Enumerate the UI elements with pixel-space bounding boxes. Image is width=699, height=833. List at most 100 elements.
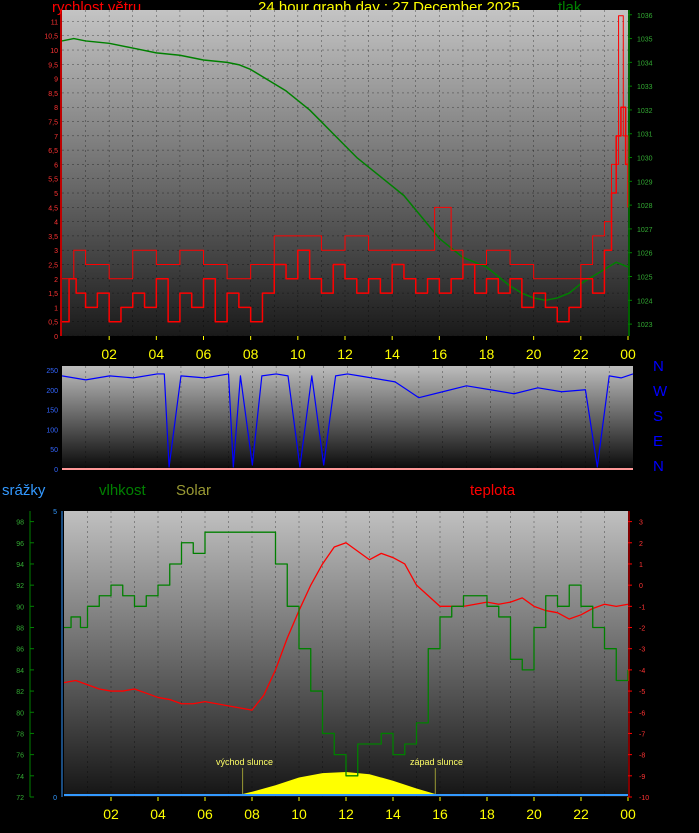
pressure-tick-label: 1026 <box>637 251 653 258</box>
wind-speed-series-line <box>62 106 629 323</box>
temperature-title: teplota <box>470 482 516 499</box>
temperature-tick-label: -4 <box>639 668 645 675</box>
wind-speed-tick-label: 0,5 <box>48 320 58 327</box>
wind-speed-tick-label: 8,5 <box>48 91 58 98</box>
rain-tick-label: 5 <box>53 509 57 516</box>
low-hour-tick-label: 20 <box>526 806 542 822</box>
humidity-tick-label: 72 <box>16 795 24 802</box>
wind-speed-tick-label: 9 <box>54 77 58 84</box>
wind-direction-tick-label: 250 <box>46 368 58 375</box>
wind-hour-tick-label: 00 <box>620 346 636 362</box>
wind-speed-tick-label: 1 <box>54 305 58 312</box>
pressure-tick-label: 1025 <box>637 275 653 282</box>
wind-speed-tick-label: 5,5 <box>48 177 58 184</box>
compass-south-label: S <box>653 408 664 425</box>
wind-pressure-plot-area <box>62 10 628 336</box>
solar-title: Solar <box>176 482 212 499</box>
humidity-tick-label: 84 <box>16 668 24 675</box>
wind-direction-series-line <box>61 373 634 468</box>
temperature-series-line <box>63 542 629 711</box>
humidity-tick-label: 86 <box>16 647 24 654</box>
temperature-tick-label: -9 <box>639 774 645 781</box>
temperature-tick-label: -2 <box>639 626 645 633</box>
low-hour-tick-label: 10 <box>291 806 307 822</box>
pressure-tick-label: 1027 <box>637 227 653 234</box>
wind-speed-tick-label: 2 <box>54 277 58 284</box>
pressure-tick-label: 1024 <box>637 298 653 305</box>
wind-speed-tick-label: 6 <box>54 162 58 169</box>
compass-east-label: E <box>653 433 664 450</box>
wind-hour-tick-label: 08 <box>243 346 259 362</box>
wind-direction-tick-label: 150 <box>46 408 58 415</box>
wind-hour-tick-label: 14 <box>384 346 400 362</box>
wind-direction-tick-label: 200 <box>46 388 58 395</box>
wind-speed-tick-label: 2,5 <box>48 263 58 270</box>
humidity-tick-label: 88 <box>16 626 24 633</box>
rain-title: srážky <box>2 482 46 499</box>
low-hour-tick-label: 04 <box>150 806 166 822</box>
pressure-tick-label: 1034 <box>637 60 653 67</box>
humidity-tick-label: 96 <box>16 541 24 548</box>
humidity-tick-label: 94 <box>16 562 24 569</box>
low-hour-tick-label: 14 <box>385 806 401 822</box>
temperature-tick-label: 2 <box>639 541 643 548</box>
humidity-tick-label: 74 <box>16 774 24 781</box>
humidity-tick-label: 80 <box>16 710 24 717</box>
low-hour-tick-label: 22 <box>573 806 589 822</box>
temperature-tick-label: -3 <box>639 647 645 654</box>
solar-area <box>242 772 436 794</box>
temperature-tick-label: -7 <box>639 731 645 738</box>
low-hour-tick-label: 16 <box>432 806 448 822</box>
pressure-tick-label: 1031 <box>637 132 653 139</box>
temperature-tick-label: 0 <box>639 583 643 590</box>
temperature-tick-label: -8 <box>639 753 645 760</box>
wind-speed-tick-label: 10 <box>50 48 58 55</box>
compass-north2-label: N <box>653 458 664 475</box>
pressure-tick-label: 1033 <box>637 84 653 91</box>
wind-hour-tick-label: 10 <box>290 346 306 362</box>
pressure-tick-label: 1032 <box>637 108 653 115</box>
humidity-tick-label: 98 <box>16 520 24 527</box>
wind-hour-tick-label: 22 <box>573 346 589 362</box>
wind-direction-tick-label: 50 <box>50 447 58 454</box>
humidity-tick-label: 78 <box>16 731 24 738</box>
humidity-tick-label: 82 <box>16 689 24 696</box>
low-hour-tick-label: 08 <box>244 806 260 822</box>
humidity-title: vlhkost <box>99 482 146 499</box>
wind-speed-tick-label: 11 <box>51 19 58 26</box>
wind-hour-tick-label: 16 <box>432 346 448 362</box>
wind-speed-tick-label: 8 <box>54 105 58 112</box>
temperature-tick-label: 3 <box>639 520 643 527</box>
wind-speed-tick-label: 4 <box>54 220 58 227</box>
low-hour-tick-label: 00 <box>620 806 636 822</box>
temperature-tick-label: -10 <box>639 795 649 802</box>
low-hour-tick-label: 06 <box>197 806 213 822</box>
humidity-series-line <box>64 531 629 777</box>
wind-speed-tick-label: 7 <box>54 134 58 141</box>
temperature-tick-label: -1 <box>639 604 645 611</box>
temperature-tick-label: 1 <box>639 562 643 569</box>
wind-speed-tick-label: 1,5 <box>48 291 58 298</box>
low-hour-tick-label: 12 <box>338 806 354 822</box>
pressure-tick-label: 1023 <box>637 322 653 329</box>
temperature-tick-label: -6 <box>639 710 645 717</box>
wind-hour-tick-label: 06 <box>196 346 212 362</box>
wind-speed-tick-label: 7,5 <box>48 120 58 127</box>
wind-speed-tick-label: 9,5 <box>48 62 58 69</box>
wind-speed-tick-label: 0 <box>54 334 58 341</box>
temperature-tick-label: -5 <box>639 689 645 696</box>
humidity-tick-label: 76 <box>16 753 24 760</box>
wind-hour-tick-label: 18 <box>479 346 495 362</box>
wind-hour-tick-label: 04 <box>149 346 165 362</box>
pressure-tick-label: 1029 <box>637 179 653 186</box>
humidity-tick-label: 92 <box>16 583 24 590</box>
wind-hour-tick-label: 02 <box>101 346 117 362</box>
wind-gust-series-line <box>62 15 629 280</box>
wind-hour-tick-label: 12 <box>337 346 353 362</box>
wind-direction-tick-label: 100 <box>46 427 58 434</box>
low-hour-tick-label: 18 <box>479 806 495 822</box>
sunset-annotation: západ slunce <box>410 757 464 767</box>
wind-hour-tick-label: 20 <box>526 346 542 362</box>
pressure-tick-label: 1028 <box>637 203 653 210</box>
